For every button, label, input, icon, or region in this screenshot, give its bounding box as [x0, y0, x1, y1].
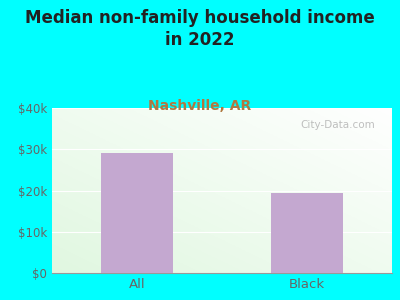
Text: Nashville, AR: Nashville, AR [148, 99, 252, 113]
Bar [101, 153, 173, 273]
Bar [271, 193, 343, 273]
Text: Median non-family household income
in 2022: Median non-family household income in 20… [25, 9, 375, 49]
Text: City-Data.com: City-Data.com [300, 119, 375, 130]
